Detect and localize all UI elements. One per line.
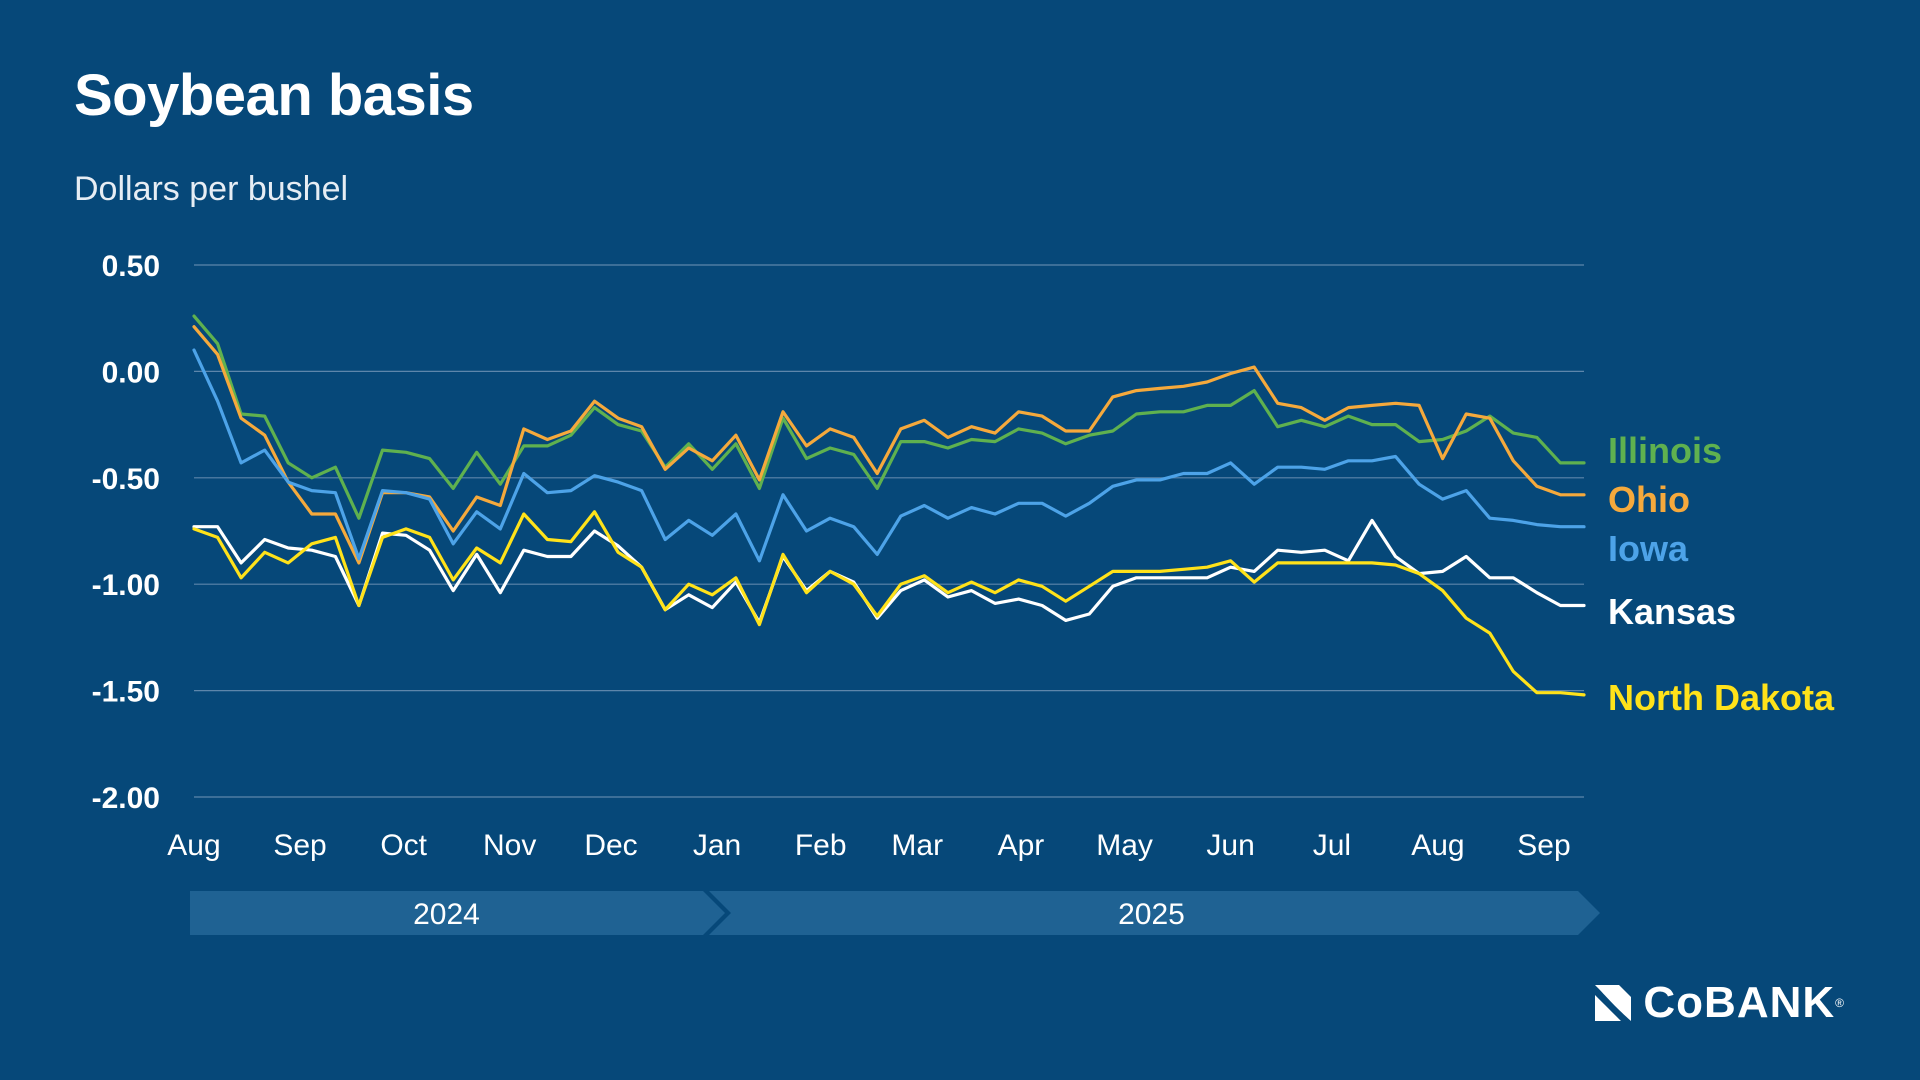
x-tick-label: Aug bbox=[1411, 829, 1464, 862]
series-line-ohio bbox=[192, 325, 1586, 565]
timeline-segment-2025 bbox=[709, 891, 1600, 935]
series-labels: Illinois Ohio Iowa Kansas North Dakota bbox=[1608, 430, 1835, 718]
brand-name: CoBANK bbox=[1643, 978, 1836, 1027]
x-tick-label: Jun bbox=[1206, 829, 1254, 862]
brand-logo: CoBANK ® bbox=[1591, 978, 1844, 1028]
cobank-logo-icon bbox=[1595, 985, 1632, 1021]
y-tick-label: -2.00 bbox=[92, 782, 160, 815]
y-tick-label: 0.00 bbox=[102, 356, 160, 389]
series-label-kansas: Kansas bbox=[1608, 591, 1736, 632]
x-tick-label: May bbox=[1096, 829, 1153, 862]
x-tick-label: Dec bbox=[584, 829, 637, 862]
y-tick-label: -0.50 bbox=[92, 463, 160, 496]
series-line-illinois bbox=[192, 314, 1586, 520]
x-tick-label: Sep bbox=[1517, 829, 1570, 862]
x-tick-label: Mar bbox=[891, 829, 943, 862]
year-timeline: 2024 2025 bbox=[190, 891, 1600, 935]
series-lines bbox=[192, 314, 1586, 697]
timeline-label-2025: 2025 bbox=[1118, 898, 1185, 931]
series-label-ohio: Ohio bbox=[1608, 479, 1690, 520]
y-tick-label: -1.00 bbox=[92, 569, 160, 602]
y-tick-label: -1.50 bbox=[92, 676, 160, 709]
timeline-segment-2024 bbox=[190, 891, 725, 935]
series-label-iowa: Iowa bbox=[1608, 528, 1689, 569]
x-tick-label: Nov bbox=[483, 829, 536, 862]
timeline-label-2024: 2024 bbox=[413, 898, 480, 931]
brand-registered-mark: ® bbox=[1835, 996, 1844, 1010]
x-tick-label: Oct bbox=[380, 829, 427, 862]
series-line-north-dakota bbox=[192, 510, 1586, 697]
chart-subtitle: Dollars per bushel bbox=[74, 170, 349, 208]
x-tick-label: Aug bbox=[167, 829, 220, 862]
chart-title: Soybean basis bbox=[74, 63, 474, 128]
series-label-illinois: Illinois bbox=[1608, 430, 1722, 471]
y-tick-label: 0.50 bbox=[102, 250, 160, 283]
series-line-iowa bbox=[192, 348, 1586, 563]
series-label-north-dakota: North Dakota bbox=[1608, 677, 1835, 718]
grid-lines bbox=[194, 264, 1584, 798]
x-tick-label: Apr bbox=[998, 829, 1045, 862]
series-line-kansas bbox=[192, 518, 1586, 625]
x-tick-label: Sep bbox=[273, 829, 326, 862]
x-tick-label: Feb bbox=[795, 829, 847, 862]
x-axis: Aug Sep Oct Nov Dec Jan Feb Mar Apr May Jun Jul Aug S… bbox=[167, 829, 1570, 862]
y-axis: 0.50 0.00 -0.50 -1.00 -1.50 -2.00 bbox=[92, 250, 160, 815]
x-tick-label: Jan bbox=[693, 829, 741, 862]
x-tick-label: Jul bbox=[1313, 829, 1351, 862]
